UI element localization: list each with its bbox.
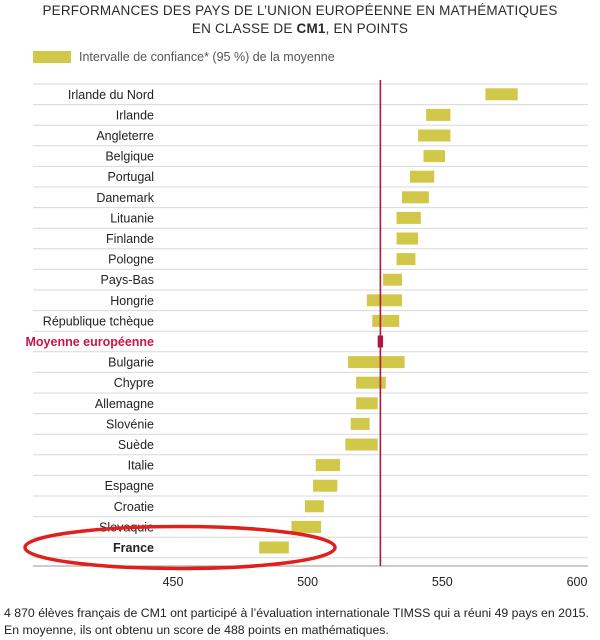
row-label: Chypre [114,376,154,390]
legend-label: Intervalle de confiance* (95 %) de la mo… [79,50,335,64]
row-label: Espagne [105,479,154,493]
x-tick-label: 600 [567,575,588,589]
confidence-bar [410,170,435,183]
highlight-circle [23,524,337,571]
row-label: Hongrie [110,294,154,308]
confidence-bar [423,150,446,163]
confidence-bar [259,541,289,554]
confidence-bar [356,397,378,410]
confidence-bar [345,438,378,451]
x-tick-label: 550 [432,575,453,589]
chart-title-line1: PERFORMANCES DES PAYS DE L’UNION EUROPÉE… [42,3,558,18]
row-label: Portugal [107,170,154,184]
confidence-bar [291,520,322,533]
row-label: Irlande [116,108,154,122]
row-label: Bulgarie [108,356,154,370]
row-label: Pologne [108,253,154,267]
x-tick-label: 450 [163,575,184,589]
confidence-bar [372,314,400,327]
confidence-bar [401,191,429,204]
chart-title-line2: EN CLASSE DE CM1, EN POINTS [0,21,600,36]
row-label: Moyenne européenne [26,335,155,349]
row-label: Lituanie [110,211,154,225]
confidence-bar [366,294,402,307]
confidence-bar [485,88,518,101]
row-label: Croatie [114,500,154,514]
confidence-bar [418,129,451,142]
confidence-bar [350,417,370,430]
row-label: Danemark [96,191,154,205]
row-label: Finlande [106,232,154,246]
row-label: France [113,541,154,555]
confidence-bar [396,253,416,266]
legend: Intervalle de confiance* (95 %) de la mo… [33,50,335,64]
row-label: Irlande du Nord [68,88,154,102]
legend-swatch [33,51,71,63]
confidence-bar [315,459,340,472]
row-label: Slovénie [106,417,154,431]
row-label: Belgique [105,150,154,164]
confidence-bar [313,479,338,492]
row-label: Italie [128,459,154,473]
x-tick-label: 500 [297,575,318,589]
title-bold: CM1 [296,21,326,36]
range-chart: 450 500 550 600 Irlande du Nord Irlande Anglet… [23,80,588,589]
title-suffix: , EN POINTS [325,21,409,36]
row-label: Pays-Bas [101,273,155,287]
title-prefix: EN CLASSE DE [191,21,297,36]
row-label: République tchèque [43,314,154,328]
confidence-bar [426,108,451,121]
confidence-bar [383,273,402,286]
row-label: Allemagne [95,397,154,411]
confidence-bar [396,211,421,224]
row-label: Angleterre [96,129,154,143]
confidence-bar [356,376,386,389]
confidence-bar [348,356,405,369]
confidence-bar [304,500,324,513]
caption: 4 870 élèves français de CM1 ont partici… [4,606,589,637]
row-label: Suède [118,438,154,452]
confidence-bar [396,232,419,245]
